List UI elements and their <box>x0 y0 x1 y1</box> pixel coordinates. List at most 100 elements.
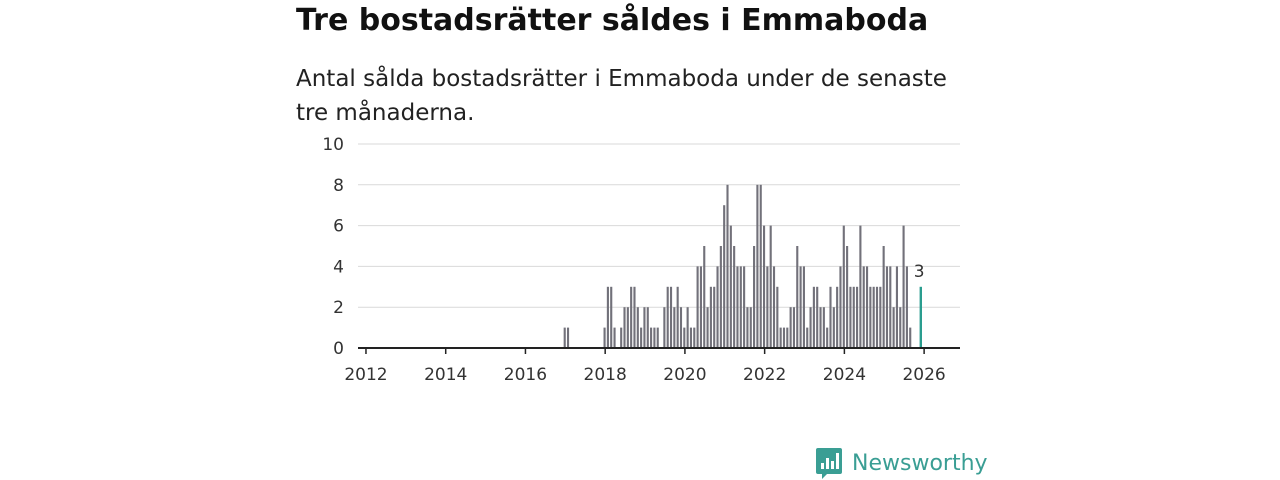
bar <box>693 327 696 348</box>
bar <box>779 327 782 348</box>
bar <box>699 266 702 348</box>
x-tick-label-2020: 2020 <box>663 365 706 385</box>
bar <box>753 246 756 348</box>
bar <box>749 307 752 348</box>
bar <box>759 184 762 348</box>
bar <box>829 286 832 348</box>
bar <box>703 246 706 348</box>
newsworthy-logo-text: Newsworthy <box>852 450 988 476</box>
bar <box>719 246 722 348</box>
bar <box>766 266 769 348</box>
bar <box>726 184 729 348</box>
bar <box>889 266 892 348</box>
bar <box>620 327 623 348</box>
bar <box>669 286 673 348</box>
newsworthy-logo-icon <box>816 448 842 479</box>
bar <box>713 286 716 348</box>
bar <box>696 266 699 348</box>
x-tick-label-2012: 2012 <box>344 365 387 385</box>
bar <box>869 286 872 348</box>
bar <box>806 327 809 348</box>
bar <box>796 246 799 348</box>
bar <box>782 327 786 348</box>
bar <box>865 266 869 348</box>
bar <box>606 286 609 348</box>
bar <box>646 307 649 348</box>
bar <box>756 184 759 348</box>
bar <box>852 286 855 348</box>
x-tick-label-2022: 2022 <box>743 365 786 385</box>
bar <box>623 307 626 348</box>
bar <box>736 266 739 348</box>
bar <box>895 266 899 348</box>
x-tick-label-2018: 2018 <box>584 365 627 385</box>
bar <box>872 286 875 348</box>
bar <box>709 286 712 348</box>
bar <box>706 307 709 348</box>
bar <box>846 246 849 348</box>
chart-subtitle: Antal sålda bostadsrätter i Emmaboda und… <box>296 66 947 126</box>
bar <box>640 327 643 348</box>
bar <box>772 266 776 348</box>
bar <box>650 327 653 348</box>
bar <box>789 307 792 348</box>
bar <box>839 266 842 348</box>
bar <box>663 307 666 348</box>
x-tick-label-2014: 2014 <box>424 365 467 385</box>
bar <box>859 225 862 348</box>
bar <box>739 266 742 348</box>
bar <box>566 327 570 348</box>
bar <box>716 266 719 348</box>
bar <box>905 266 908 348</box>
y-tick-label-0: 0 <box>333 339 344 359</box>
bar <box>729 225 732 348</box>
bar <box>656 327 659 348</box>
bar <box>879 286 882 348</box>
bar <box>653 327 656 348</box>
bar <box>683 327 686 348</box>
bar <box>563 327 566 348</box>
bar <box>626 307 629 348</box>
bar <box>689 327 693 348</box>
bar <box>885 266 889 348</box>
bar <box>875 286 879 348</box>
bar <box>723 205 726 348</box>
bar <box>902 225 905 348</box>
bar <box>792 307 796 348</box>
bar <box>769 225 772 348</box>
bar <box>836 286 839 348</box>
bar <box>610 286 613 348</box>
bar-highlight <box>919 286 922 348</box>
bar <box>636 307 639 348</box>
bar <box>812 286 815 348</box>
y-tick-label-4: 4 <box>333 257 344 277</box>
newsworthy-logo: Newsworthy <box>814 446 988 480</box>
bar <box>819 307 822 348</box>
chart-title: Tre bostadsrätter såldes i Emmaboda <box>296 3 929 38</box>
x-tick-label-2024: 2024 <box>823 365 866 385</box>
bar <box>630 286 633 348</box>
bar <box>826 327 829 348</box>
bar <box>909 327 912 348</box>
bar <box>882 246 885 348</box>
bar <box>899 307 902 348</box>
bar <box>822 307 825 348</box>
bar <box>862 266 865 348</box>
bar <box>666 286 669 348</box>
highlight-value-label: 3 <box>914 262 925 282</box>
bar <box>733 246 736 348</box>
bar <box>776 286 779 348</box>
bar <box>816 286 819 348</box>
bar <box>802 266 805 348</box>
bar <box>746 307 749 348</box>
bar <box>832 307 835 348</box>
y-tick-label-6: 6 <box>333 217 344 237</box>
bar <box>856 286 859 348</box>
bar <box>643 307 646 348</box>
bar <box>892 307 895 348</box>
y-tick-label-2: 2 <box>333 298 344 318</box>
bar <box>676 286 679 348</box>
bar <box>633 286 636 348</box>
bar <box>673 307 676 348</box>
bar <box>799 266 802 348</box>
